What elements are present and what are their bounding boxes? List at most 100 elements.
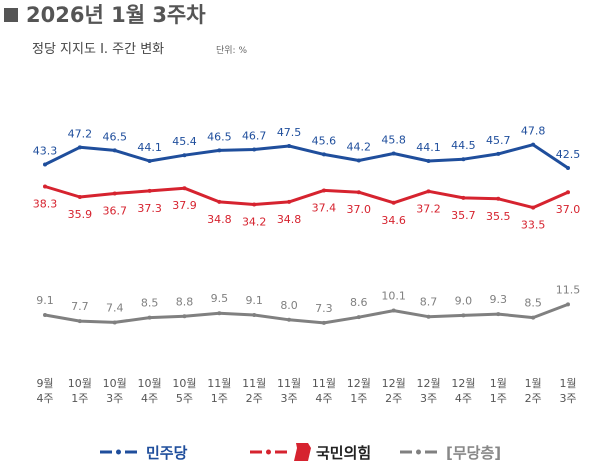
point: [426, 314, 431, 319]
point: [43, 312, 47, 317]
point: [566, 190, 570, 195]
value-label: 35.7: [451, 209, 476, 222]
point: [112, 148, 117, 153]
point: [252, 312, 257, 317]
value-label: 35.9: [68, 208, 93, 221]
point: [287, 144, 292, 148]
point: [217, 148, 222, 153]
value-label: 46.7: [242, 130, 267, 143]
point: [531, 142, 536, 147]
value-label: 46.5: [207, 130, 232, 143]
point: [566, 166, 570, 170]
x-tick-label: 11월 1주: [207, 377, 232, 405]
value-label: 44.5: [451, 139, 476, 152]
x-tick-label: 10월 4주: [137, 377, 162, 405]
point: [461, 195, 466, 200]
value-label: 8.8: [176, 295, 194, 308]
value-label: 8.5: [141, 297, 159, 310]
value-label: 34.2: [242, 216, 267, 229]
value-label: 11.5: [556, 283, 581, 296]
point: [496, 196, 501, 201]
value-label: 45.6: [312, 134, 337, 147]
point: [426, 189, 431, 194]
point: [531, 315, 536, 320]
x-tick-label: 11월 4주: [311, 377, 336, 405]
value-label: 47.5: [277, 126, 302, 139]
value-label: 47.8: [521, 125, 546, 138]
point: [321, 152, 326, 157]
point: [287, 199, 292, 204]
value-label: 34.8: [207, 213, 232, 226]
value-label: 36.7: [102, 205, 127, 218]
legend-logo: [294, 443, 311, 461]
point: [461, 157, 466, 162]
value-label: 37.4: [312, 201, 337, 214]
value-label: 7.4: [106, 301, 124, 314]
series-line: [44, 143, 569, 170]
value-label: 7.7: [71, 300, 89, 313]
point: [252, 202, 257, 207]
value-label: 8.7: [420, 296, 438, 309]
legend-label: 민주당: [146, 444, 188, 462]
point: [566, 302, 570, 307]
value-label: 34.8: [277, 213, 302, 226]
value-label: 8.5: [524, 297, 542, 310]
value-label: 44.1: [416, 141, 441, 154]
value-label: 42.5: [556, 148, 581, 161]
series-line: [44, 185, 569, 210]
x-tick-label: 1월 2주: [524, 377, 542, 405]
value-label: 10.1: [381, 290, 406, 303]
legend-dot: [266, 449, 271, 455]
legend-dot: [116, 449, 121, 455]
point: [356, 315, 361, 320]
value-label: 43.3: [33, 144, 58, 157]
value-label: 9.1: [36, 294, 54, 307]
point: [391, 200, 396, 205]
point: [147, 188, 152, 193]
legend-label: [무당층]: [446, 444, 501, 462]
point: [391, 151, 396, 156]
value-label: 45.8: [381, 133, 406, 146]
x-tick-label: 9월 4주: [36, 377, 54, 405]
point: [147, 158, 152, 163]
value-label: 37.0: [556, 203, 581, 216]
title-square: [4, 8, 18, 22]
value-label: 8.0: [280, 299, 298, 312]
x-tick-label: 11월 2주: [242, 377, 267, 405]
value-label: 37.0: [347, 203, 372, 216]
x-tick-label: 12월 3주: [416, 377, 441, 405]
chart-subtitle: 정당 지지도 Ⅰ. 주간 변화: [32, 42, 164, 57]
value-label: 37.2: [416, 202, 441, 215]
point: [112, 191, 117, 196]
point: [43, 162, 47, 167]
point: [496, 312, 501, 317]
value-label: 9.0: [455, 294, 473, 307]
value-label: 46.5: [102, 130, 127, 143]
point: [217, 311, 222, 316]
point: [43, 184, 47, 189]
point: [112, 320, 117, 325]
point: [182, 186, 187, 191]
point: [461, 313, 466, 318]
legend-label: 국민의힘: [316, 444, 371, 462]
x-tick-label: 12월 1주: [346, 377, 371, 405]
value-label: 37.3: [137, 202, 162, 215]
x-tick-label: 1월 3주: [559, 377, 577, 405]
x-tick-label: 12월 4주: [451, 377, 476, 405]
value-label: 37.9: [172, 199, 197, 212]
value-label: 9.1: [245, 294, 263, 307]
point: [77, 195, 82, 200]
point: [182, 314, 187, 319]
value-label: 8.6: [350, 296, 368, 309]
value-label: 33.5: [521, 219, 546, 232]
point: [531, 205, 536, 210]
point: [426, 158, 431, 163]
value-label: 45.4: [172, 135, 197, 148]
series-line: [44, 302, 569, 325]
x-tick-label: 11월 3주: [277, 377, 302, 405]
point: [217, 199, 222, 204]
value-label: 34.6: [381, 214, 406, 227]
x-tick-label: 1월 1주: [489, 377, 507, 405]
